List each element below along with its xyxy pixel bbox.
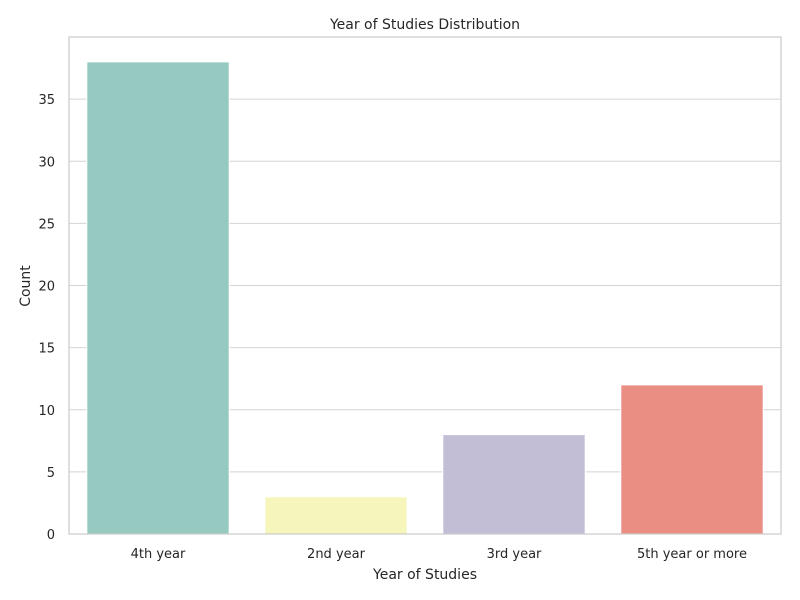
y-tick-label: 15 — [38, 342, 55, 357]
y-tick-label: 5 — [47, 466, 55, 481]
bar-4th-year — [86, 61, 230, 535]
y-tick-label: 25 — [38, 217, 55, 232]
x-tick-label: 3rd year — [487, 547, 542, 562]
y-tick-label: 30 — [38, 155, 55, 170]
x-axis-label: Year of Studies — [372, 567, 477, 583]
x-tick-label: 5th year or more — [637, 547, 747, 562]
x-tick-label: 4th year — [131, 547, 186, 562]
y-tick-label: 0 — [47, 528, 55, 543]
x-tick-label: 2nd year — [307, 547, 366, 562]
y-axis-ticks: 0 5 10 15 20 25 30 35 — [38, 93, 55, 543]
bars — [86, 61, 764, 535]
chart-title: Year of Studies Distribution — [329, 17, 520, 33]
bar-3rd-year — [442, 434, 586, 535]
y-tick-label: 35 — [38, 93, 55, 108]
x-axis-ticks: 4th year 2nd year 3rd year 5th year or more — [131, 547, 747, 562]
bar-5th-year-or-more — [620, 384, 764, 535]
bar-2nd-year — [264, 496, 408, 535]
y-tick-label: 20 — [38, 280, 55, 295]
y-axis-label: Count — [18, 265, 34, 307]
y-tick-label: 10 — [38, 404, 55, 419]
plot-frame — [68, 36, 782, 535]
